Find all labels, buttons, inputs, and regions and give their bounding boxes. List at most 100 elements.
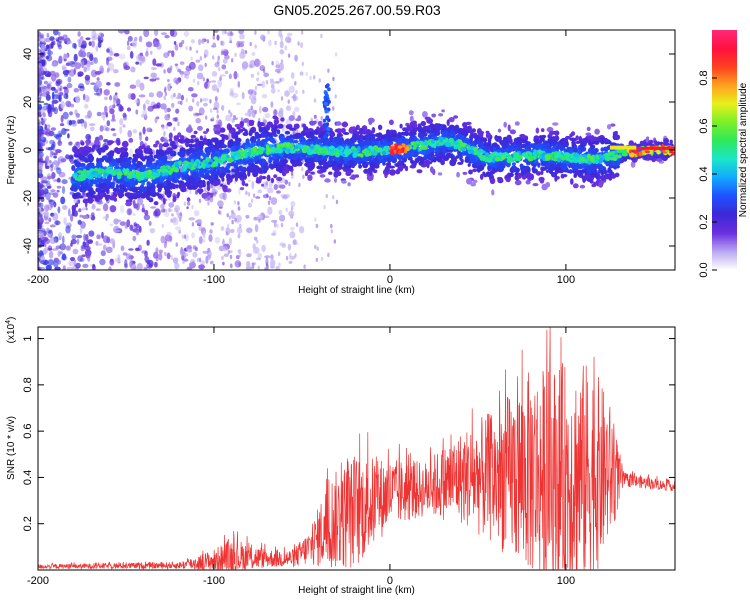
spectrogram-cell [442, 156, 449, 161]
spectrogram-cell [191, 93, 198, 98]
spectrogram-cell [580, 138, 586, 143]
spectrogram-cell [89, 181, 93, 188]
spectrogram-cell [102, 156, 109, 159]
spectrogram-cell [38, 198, 41, 203]
spectrogram-cell [113, 53, 120, 57]
spectrogram-cell [191, 204, 194, 210]
spectrogram-cell [82, 150, 89, 157]
spectrogram-cell [262, 164, 269, 172]
spectrogram-cell [295, 118, 302, 122]
spectrogram-cell [166, 252, 171, 260]
spectrogram-cell [334, 52, 338, 57]
spectrogram-cell [60, 196, 66, 205]
spectrogram-cell [408, 110, 414, 116]
spectrogram-cell [94, 195, 98, 202]
spectrogram-cell [653, 140, 658, 146]
spectrogram-cell [109, 95, 113, 101]
spectrogram-cell [286, 153, 292, 160]
spectrogram-cell [84, 121, 87, 129]
spectrogram-cell [64, 73, 68, 78]
spectrogram-cell [335, 199, 339, 205]
spectrogram-cell [187, 177, 193, 182]
spectrogram-cell [175, 79, 180, 85]
spectrogram-cell [90, 264, 93, 267]
spectrogram-cell [268, 160, 272, 163]
spectrogram-cell [58, 55, 63, 63]
spectrogram-cell [41, 211, 47, 214]
spectrogram-cell [138, 145, 146, 150]
spectrogram-cell [81, 207, 85, 211]
spectrogram-cell [279, 159, 283, 166]
spectrogram-cell [487, 140, 492, 147]
spectrogram-cell [39, 251, 44, 256]
spectrogram-cell [88, 189, 95, 196]
spectrogram-cell [182, 183, 188, 188]
spectrogram-cell [367, 117, 375, 124]
spectrogram-cell [61, 38, 67, 41]
spectrogram-cell [135, 79, 141, 87]
spectrogram-cell [261, 80, 266, 88]
spectrogram-cell [123, 178, 131, 182]
spectrogram-cell [316, 165, 324, 170]
spectrogram-cell [330, 223, 333, 229]
spectrogram-cell [347, 182, 351, 187]
spectrogram-cell [261, 244, 266, 253]
spectrogram-cell [268, 195, 272, 201]
spectrogram-cell [186, 206, 189, 210]
spectrogram-cell [101, 113, 106, 119]
spectrogram-cell [490, 164, 494, 168]
spectrogram-cell [520, 171, 526, 175]
spectrogram-cell [301, 152, 307, 158]
spectrogram-cell [271, 61, 274, 66]
spectrogram-cell [45, 55, 50, 60]
spectrogram-cell [38, 192, 41, 198]
spectrogram-cell [254, 85, 258, 91]
spectrogram-cell [84, 74, 91, 81]
spectrogram-cell [173, 126, 176, 132]
spectrogram-cell [492, 142, 498, 149]
spectrogram-cell [38, 207, 41, 216]
spectrogram-cell [259, 175, 263, 181]
spectrogram-cell [150, 187, 156, 194]
spectrogram-cell [252, 243, 256, 250]
spectrogram-cell [198, 236, 203, 245]
spectrogram-cell [615, 165, 620, 169]
spectrogram-cell [221, 104, 225, 111]
spectrogram-cell [174, 204, 181, 213]
spectrogram-cell [173, 144, 178, 149]
spectrogram-cell [435, 126, 440, 131]
spectrogram-cell [478, 141, 484, 146]
spectrogram-cell [253, 216, 258, 221]
spectrogram-cell [38, 153, 43, 158]
spectrogram-cell [345, 140, 353, 145]
spectrogram-cell [556, 176, 560, 180]
spectrogram-cell [126, 208, 133, 216]
spectrogram-cell [271, 140, 277, 144]
spectrogram-cell [38, 166, 43, 175]
spectrogram-cell [428, 146, 436, 152]
spectrogram-cell [54, 89, 58, 94]
spectrogram-cell [280, 59, 284, 64]
spectrogram-cell [262, 117, 265, 122]
spectrogram-cell [149, 158, 155, 162]
spectrogram-cell [289, 231, 296, 239]
spectrogram-cell [316, 246, 319, 251]
spectrogram-cell [266, 174, 271, 182]
spectrogram-cell [191, 171, 198, 178]
spectrogram-cell [197, 149, 202, 155]
spectrogram-cell [248, 119, 255, 124]
spectrogram-cell [219, 74, 227, 77]
spectrogram-cell [38, 184, 45, 188]
spectrogram-cell [168, 85, 171, 90]
spectrogram-cell [284, 45, 288, 51]
spectrogram-cell [188, 105, 194, 112]
spectrogram-cell [154, 261, 158, 268]
spectrogram-cell [275, 167, 283, 172]
spectrogram-cell [585, 132, 592, 136]
spectrogram-cell [288, 85, 295, 94]
spectrogram-cell [386, 129, 391, 135]
spectrogram-cell [230, 209, 234, 214]
spectrogram-cell [46, 83, 51, 89]
spectrogram-cell [481, 146, 489, 152]
